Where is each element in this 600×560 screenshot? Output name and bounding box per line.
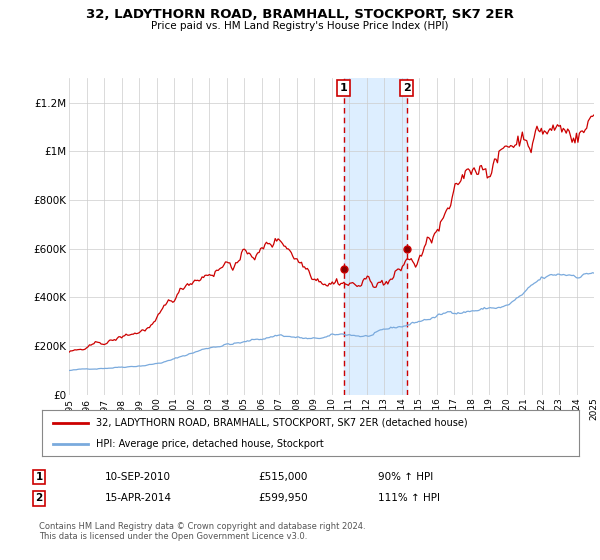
Text: 1: 1 [35, 472, 43, 482]
Text: £599,950: £599,950 [258, 493, 308, 503]
Text: HPI: Average price, detached house, Stockport: HPI: Average price, detached house, Stoc… [96, 439, 323, 449]
Bar [344, 78, 407, 395]
Text: 2: 2 [35, 493, 43, 503]
Text: 10-SEP-2010: 10-SEP-2010 [105, 472, 171, 482]
Text: 15-APR-2014: 15-APR-2014 [105, 493, 172, 503]
Text: Price paid vs. HM Land Registry's House Price Index (HPI): Price paid vs. HM Land Registry's House … [151, 21, 449, 31]
Text: 32, LADYTHORN ROAD, BRAMHALL, STOCKPORT, SK7 2ER (detached house): 32, LADYTHORN ROAD, BRAMHALL, STOCKPORT,… [96, 418, 467, 428]
Text: 90% ↑ HPI: 90% ↑ HPI [378, 472, 433, 482]
Text: 1: 1 [340, 83, 347, 93]
Text: 111% ↑ HPI: 111% ↑ HPI [378, 493, 440, 503]
Text: £515,000: £515,000 [258, 472, 307, 482]
Text: Contains HM Land Registry data © Crown copyright and database right 2024.
This d: Contains HM Land Registry data © Crown c… [39, 522, 365, 542]
Text: 32, LADYTHORN ROAD, BRAMHALL, STOCKPORT, SK7 2ER: 32, LADYTHORN ROAD, BRAMHALL, STOCKPORT,… [86, 8, 514, 21]
Text: 2: 2 [403, 83, 410, 93]
